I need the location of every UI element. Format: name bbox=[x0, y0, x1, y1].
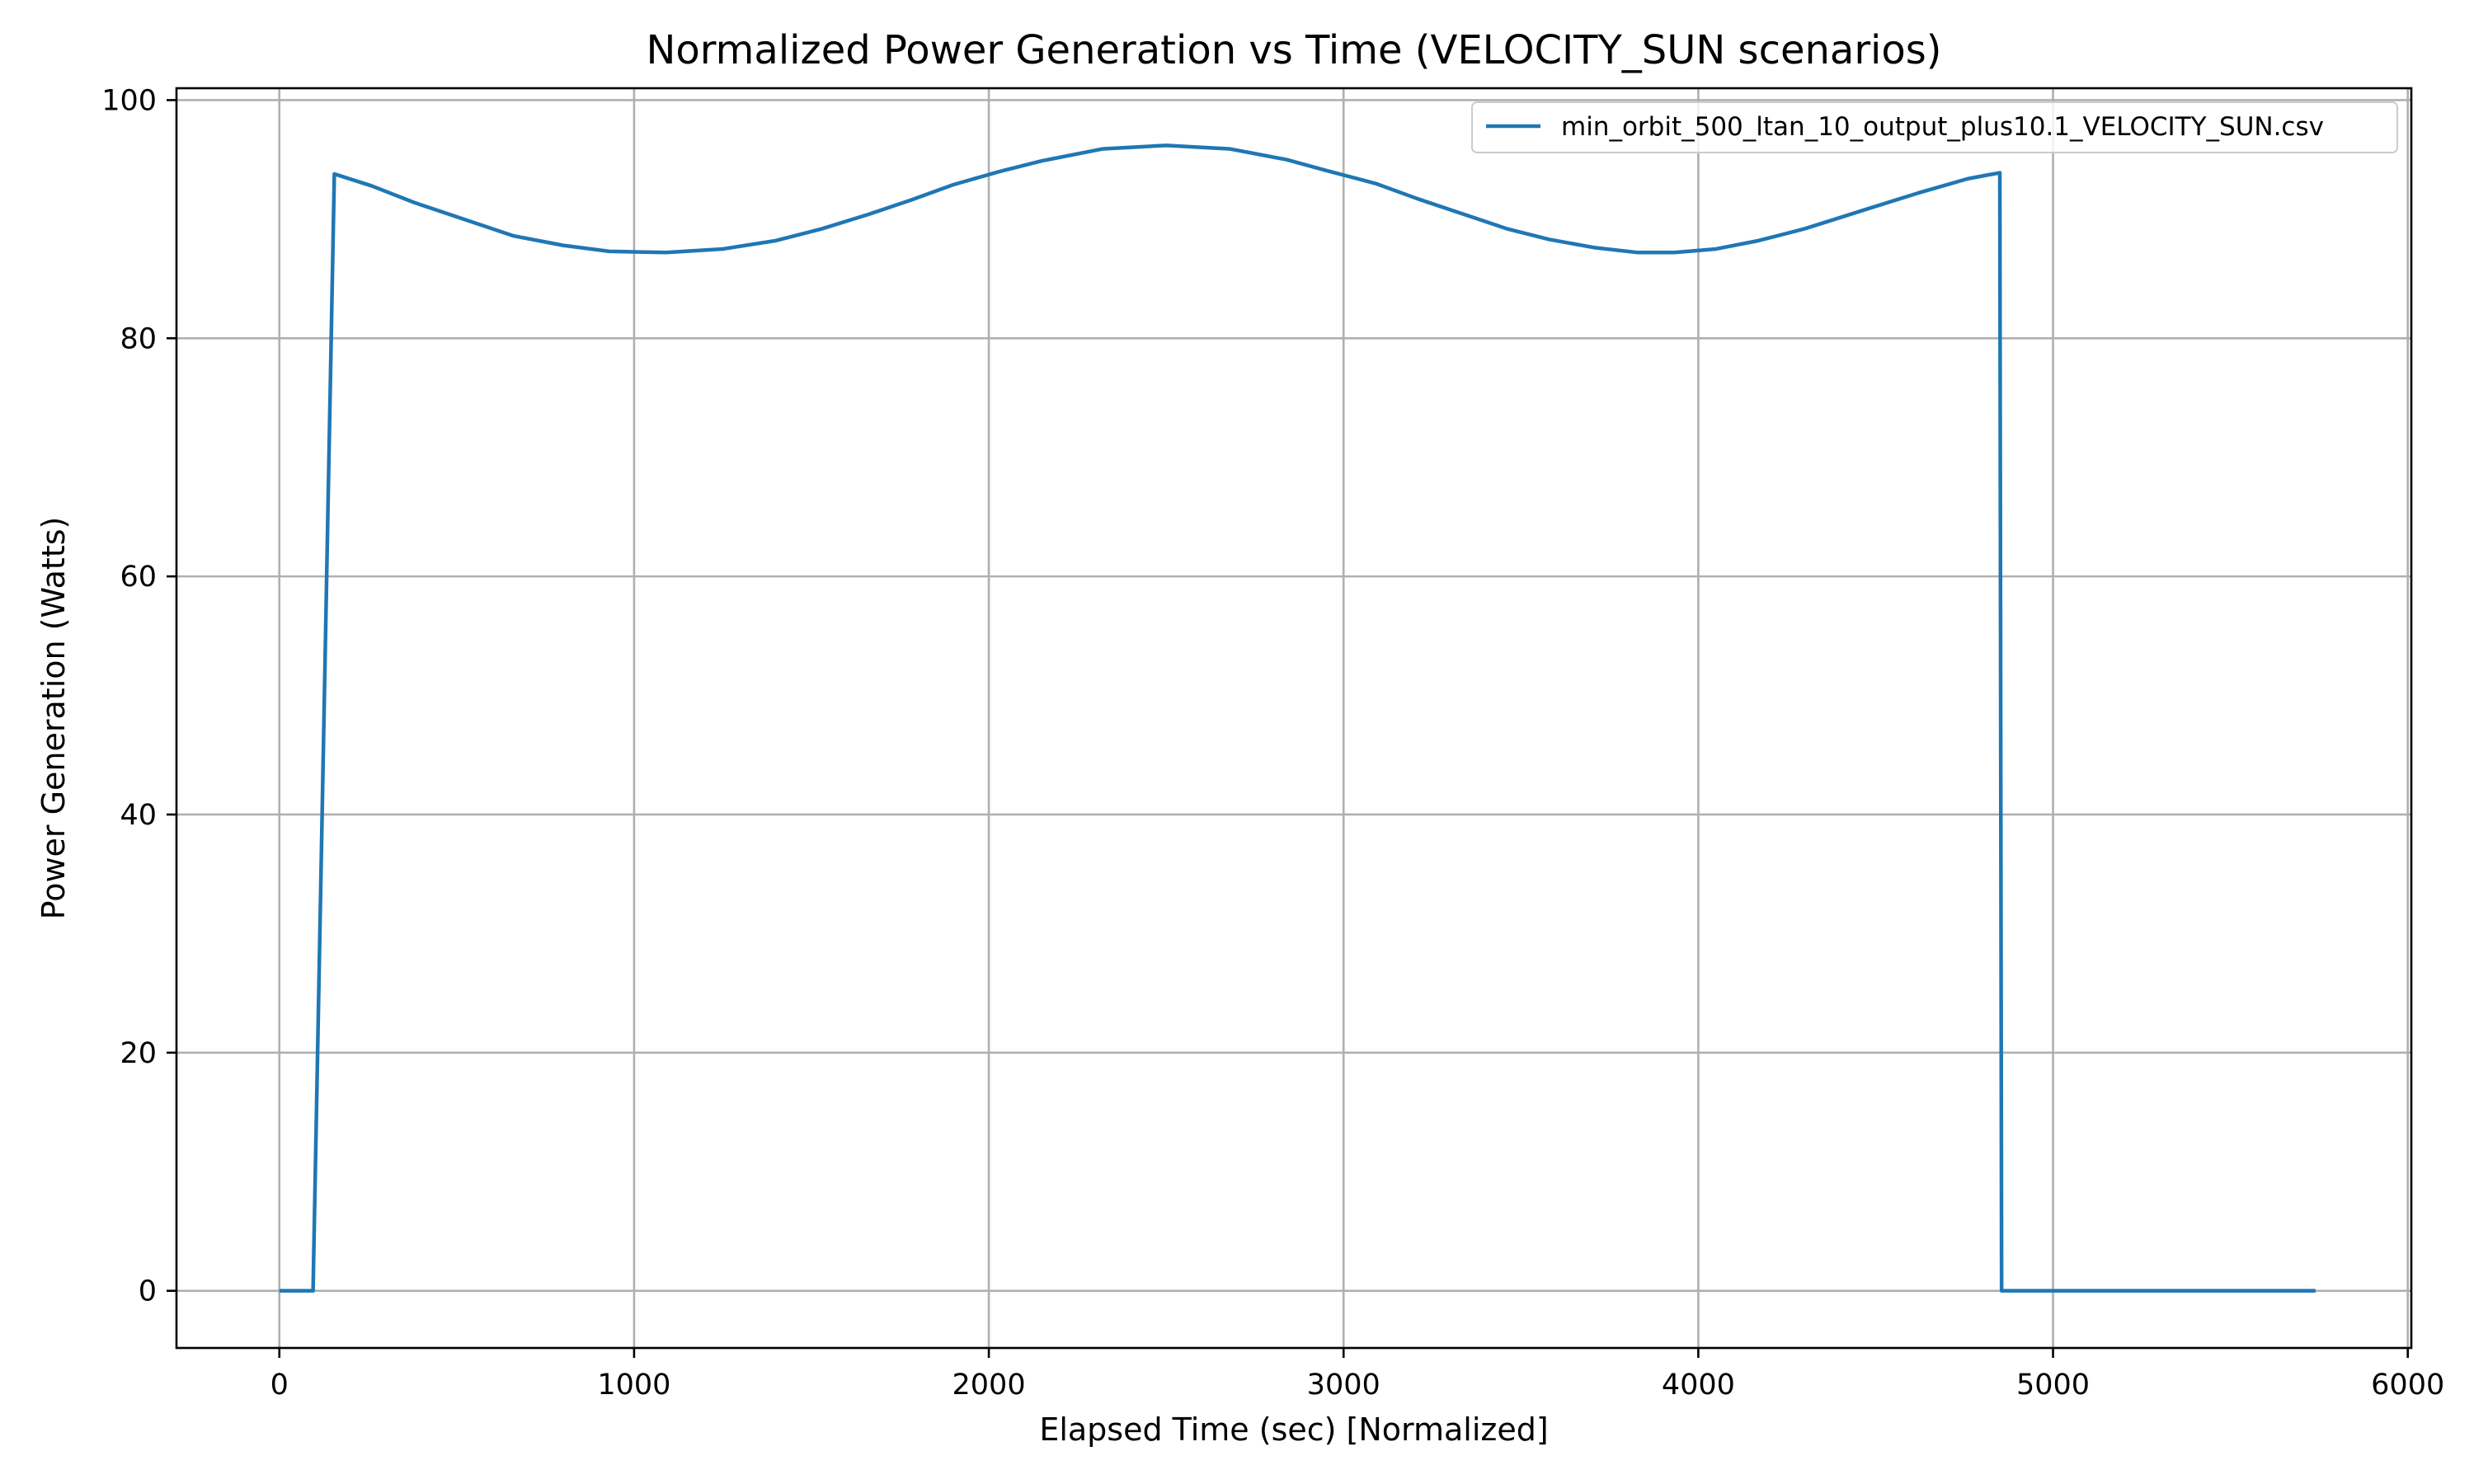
x-axis-label: Elapsed Time (sec) [Normalized] bbox=[1039, 1411, 1548, 1448]
plot-area bbox=[279, 143, 2316, 1293]
chart-title: Normalized Power Generation vs Time (VEL… bbox=[647, 27, 1942, 73]
legend: min_orbit_500_ltan_10_output_plus10.1_VE… bbox=[1471, 101, 2398, 153]
x-tick-label: 0 bbox=[270, 1369, 289, 1402]
axes-frame bbox=[175, 87, 2413, 1350]
x-tick-label: 2000 bbox=[952, 1369, 1026, 1402]
x-tick-label: 1000 bbox=[597, 1369, 670, 1402]
x-tick-label: 3000 bbox=[1307, 1369, 1380, 1402]
y-tick-label: 0 bbox=[139, 1275, 157, 1308]
series-line bbox=[279, 143, 2316, 1293]
x-tick-label: 5000 bbox=[2016, 1369, 2090, 1402]
x-tick-label: 4000 bbox=[1662, 1369, 1735, 1402]
axis-ticks: 0 1000 2000 3000 4000 5000 6000 0 20 40 60 80 100 bbox=[101, 84, 2444, 1402]
y-tick-label: 80 bbox=[120, 322, 157, 355]
y-tick-label: 40 bbox=[120, 799, 157, 832]
y-axis-label: Power Generation (Watts) bbox=[35, 517, 72, 920]
y-tick-label: 20 bbox=[120, 1037, 157, 1070]
y-tick-label: 100 bbox=[101, 84, 157, 117]
legend-box bbox=[1471, 101, 2398, 153]
grid-lines bbox=[176, 88, 2411, 1348]
y-tick-label: 60 bbox=[120, 561, 157, 594]
legend-entry: min_orbit_500_ltan_10_output_plus10.1_VE… bbox=[1561, 112, 2324, 142]
x-tick-label: 6000 bbox=[2371, 1369, 2444, 1402]
